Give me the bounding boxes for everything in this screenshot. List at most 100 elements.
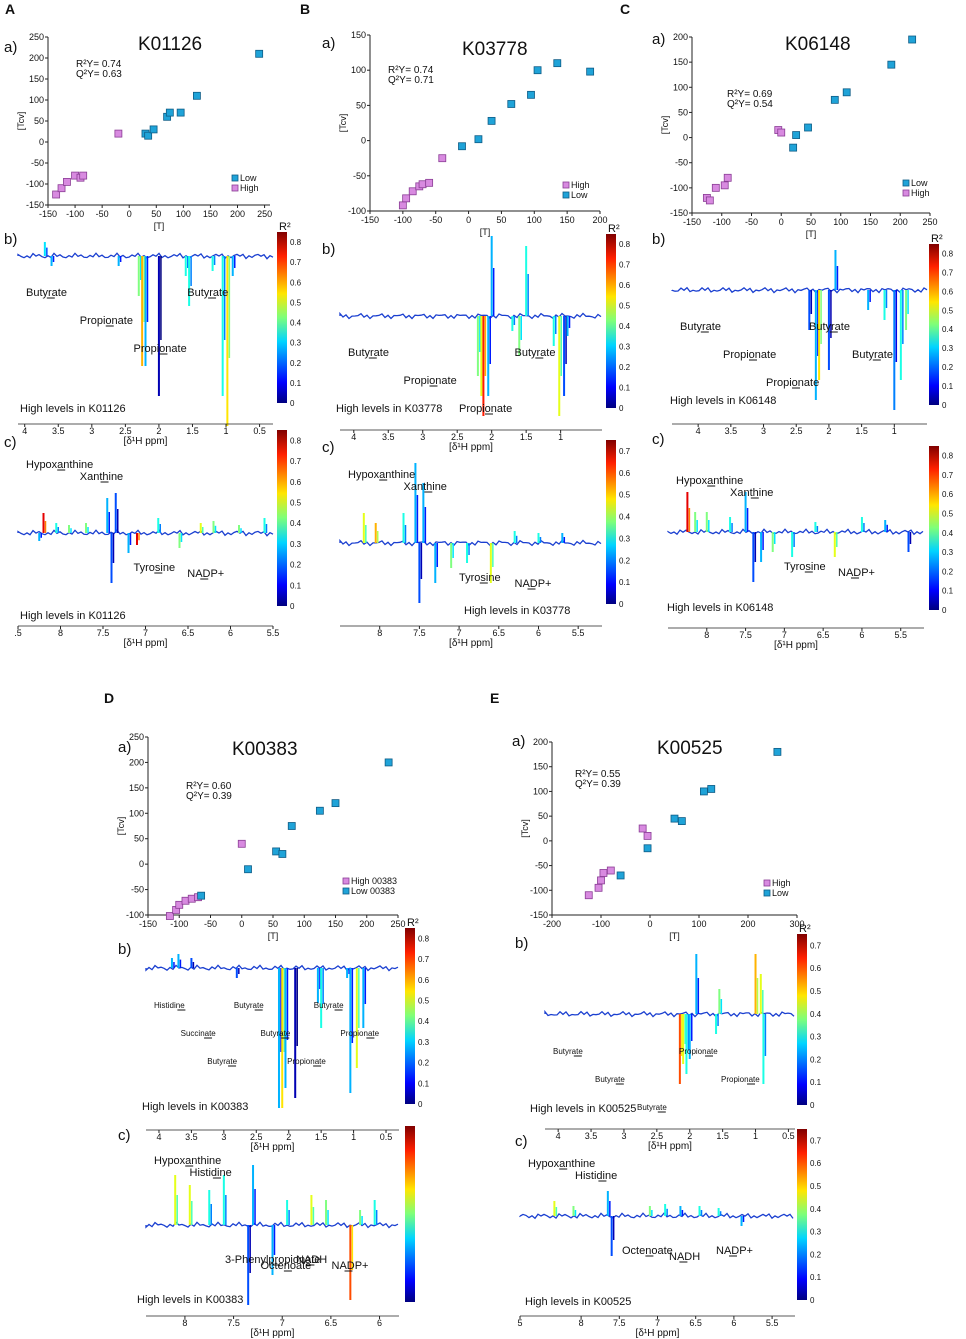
r2y-stat: R²Y= 0.74 (388, 65, 434, 76)
legend-label-high: High (240, 183, 259, 193)
metabolite-label: Propionate (766, 377, 819, 389)
colorbar-tick-label: 0 (942, 401, 947, 410)
y-tick-label: 150 (129, 783, 144, 793)
panel-title: K06148 (785, 34, 851, 55)
colorbar-title: R² (279, 221, 291, 233)
r2y-stat: R²Y= 0.60 (186, 781, 232, 792)
ppm-tick-label: 3 (221, 1132, 226, 1142)
high-point (425, 178, 434, 187)
colorbar-tick-label: 0.2 (619, 556, 631, 565)
low-point (255, 49, 264, 58)
subpanel-label-a: a) (4, 39, 17, 56)
ppm-axis-label: [δ¹H ppm] (449, 442, 493, 453)
high-point (175, 900, 184, 909)
y-tick-label: -50 (675, 158, 688, 168)
low-point (908, 35, 917, 44)
subpanel-label-b: b) (322, 241, 335, 258)
x-tick-label: 0 (466, 215, 471, 225)
legend-label-low: Low (571, 190, 588, 200)
x-tick-label: 150 (863, 217, 878, 227)
colorbar-tick-label: 0.5 (810, 987, 822, 996)
metabolite-label: Butyrate (314, 1001, 344, 1010)
colorbar-tick-label: 0.4 (810, 1010, 822, 1019)
y-tick-label: 50 (678, 107, 688, 117)
x-tick-label: 200 (740, 919, 755, 929)
ppm-tick-label: 3.5 (725, 426, 738, 436)
ppm-tick-label: 3.5 (382, 432, 395, 442)
colorbar-tick-label: 0.5 (619, 302, 631, 311)
colorbar-tick-label: 0.4 (418, 1017, 430, 1026)
ppm-tick-label: 7 (655, 1318, 660, 1328)
metabolite-label: Xanthine (404, 481, 447, 493)
colorbar-tick-label: 0.5 (942, 306, 954, 315)
low-point (700, 787, 708, 796)
y-axis-label: [Tcv] (116, 817, 126, 836)
y-tick-label: -150 (530, 910, 548, 920)
ppm-tick-label: 3 (420, 432, 425, 442)
ppm-tick-label: 0.5 (380, 1132, 393, 1142)
low-point (789, 143, 798, 152)
ppm-tick-label: 7 (280, 1318, 285, 1328)
low-point (804, 123, 812, 132)
metabolite-label: Hypoxanthine (528, 1158, 595, 1170)
colorbar-title: R² (407, 917, 419, 929)
y-tick-label: 250 (29, 32, 44, 42)
ppm-axis-label: [δ¹H ppm] (648, 1141, 692, 1152)
metabolite-label: NADH (669, 1251, 700, 1263)
ppm-tick-label: 2.5 (119, 426, 132, 436)
colorbar-tick-label: 0.1 (810, 1078, 822, 1087)
metabolite-label: Hypoxanthine (154, 1155, 221, 1167)
ppm-tick-label: 3.5 (52, 426, 65, 436)
ppm-tick-label: 6 (536, 628, 541, 638)
y-tick-label: 100 (673, 82, 688, 92)
x-tick-label: -100 (394, 215, 412, 225)
y-axis-label: [Tcv] (16, 112, 26, 131)
high-levels-label: High levels in K03778 (336, 403, 442, 415)
ppm-tick-label: 6.5 (817, 630, 830, 640)
low-point (533, 66, 542, 75)
q2y-stat: Q²Y= 0.71 (388, 75, 434, 86)
high-levels-label: High levels in K01126 (20, 610, 126, 622)
colorbar-tick-label: 0.7 (418, 955, 430, 964)
ppm-tick-label: 7.5 (97, 628, 110, 638)
y-tick-label: -50 (131, 885, 144, 895)
high-levels-label: High levels in K00525 (525, 1296, 631, 1308)
y-tick-label: 0 (361, 136, 366, 146)
subpanel-label-b: b) (515, 935, 528, 952)
ppm-tick-label: 2.5 (790, 426, 803, 436)
high-point (597, 876, 605, 885)
metabolite-label: Propionate (459, 403, 512, 415)
panel-letter: D (104, 690, 114, 706)
ppm-tick-label: 7 (143, 628, 148, 638)
colorbar-tick-label: 0.5 (290, 498, 302, 507)
ppm-tick-label: 4 (351, 432, 356, 442)
x-tick-label: 150 (560, 215, 575, 225)
spectrum-baseline (145, 964, 399, 972)
metabolite-label: Propionate (134, 343, 187, 355)
low-point (773, 747, 782, 756)
x-tick-label: 50 (268, 919, 278, 929)
colorbar-tick-label: 0 (810, 1101, 815, 1110)
legend-marker-low (231, 174, 239, 182)
high-levels-label: High levels in K00525 (530, 1103, 636, 1115)
y-tick-label: 0 (543, 836, 548, 846)
q2y-stat: Q²Y= 0.39 (575, 779, 621, 790)
colorbar (405, 928, 415, 1104)
metabolite-label: Butyrate (348, 347, 389, 359)
low-point (144, 131, 153, 140)
x-tick-label: 250 (390, 919, 405, 929)
ppm-tick-label: 7 (457, 628, 462, 638)
ppm-tick-label: 5.5 (766, 1318, 779, 1328)
high-point (705, 196, 714, 205)
x-tick-label: 50 (151, 209, 161, 219)
low-point (527, 90, 535, 99)
colorbar (797, 1129, 807, 1300)
r2y-stat: R²Y= 0.69 (727, 89, 773, 100)
metabolite-label: Hypoxanthine (26, 459, 93, 471)
subpanel-label-a: a) (652, 31, 665, 48)
colorbar-tick-label: 0.7 (942, 471, 954, 480)
metabolite-label: Propionate (404, 375, 457, 387)
high-levels-label: High levels in K01126 (20, 403, 126, 415)
y-tick-label: 150 (351, 30, 366, 40)
colorbar-tick-label: 0.4 (290, 519, 302, 528)
